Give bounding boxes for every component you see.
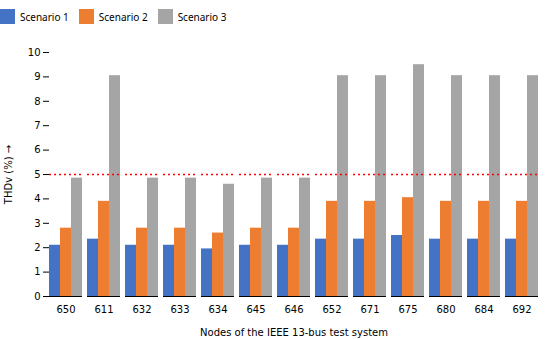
svg-text:632: 632 [132,304,151,315]
svg-text:692: 692 [512,304,531,315]
svg-text:0: 0 [34,291,40,302]
svg-text:3: 3 [34,218,40,229]
svg-text:1: 1 [34,266,40,277]
svg-text:Nodes of the IEEE 13-bus test: Nodes of the IEEE 13-bus test system [200,327,388,338]
svg-text:6: 6 [34,144,40,155]
svg-text:633: 633 [170,304,189,315]
svg-text:2: 2 [34,242,40,253]
svg-text:675: 675 [398,304,417,315]
svg-text:4: 4 [34,193,40,204]
svg-text:8: 8 [34,96,40,107]
svg-text:646: 646 [284,304,303,315]
svg-text:652: 652 [322,304,341,315]
svg-text:7: 7 [34,120,40,131]
svg-text:634: 634 [208,304,227,315]
html-text:Scenario 1: Scenario 1 [20,9,69,24]
svg-text:650: 650 [56,304,75,315]
html-text:Scenario 3: Scenario 3 [177,9,227,24]
svg-text:5: 5 [34,169,40,180]
svg-text:10: 10 [28,47,41,58]
svg-text:9: 9 [34,71,40,82]
svg-text:645: 645 [246,304,265,315]
svg-text:684: 684 [474,304,493,315]
html-text:Scenario 2: Scenario 2 [98,9,148,24]
svg-text:680: 680 [436,304,455,315]
svg-text:611: 611 [94,304,113,315]
svg-text:671: 671 [360,304,379,315]
svg-text:THDv (%) →: THDv (%) → [3,145,14,205]
